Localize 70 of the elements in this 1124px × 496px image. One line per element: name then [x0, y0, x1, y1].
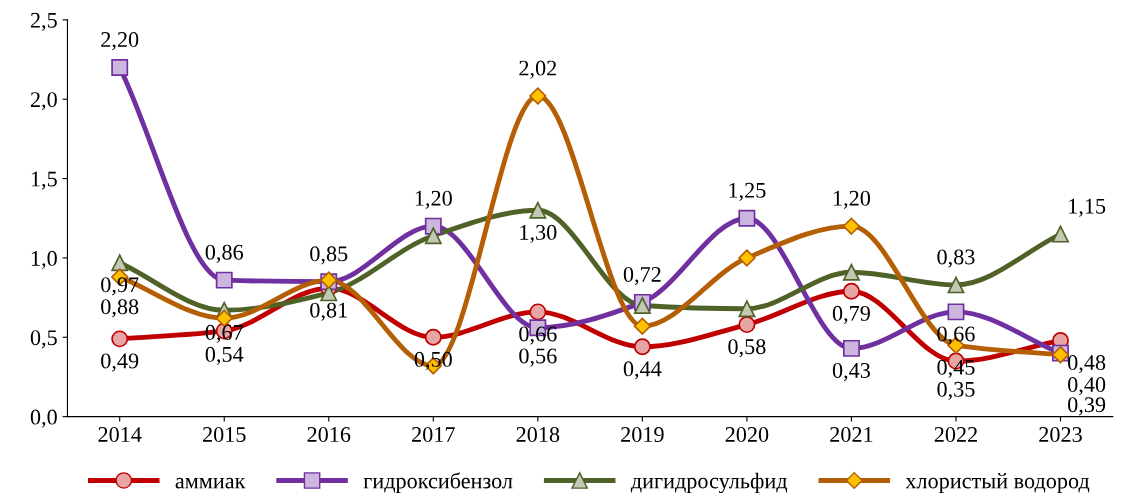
data-label: 0,35	[937, 381, 975, 400]
x-tick-label: 2019	[621, 427, 664, 442]
data-label: 0,88	[101, 299, 139, 318]
data-label: 1,25	[729, 182, 766, 201]
legend-label: дигидросульфид	[630, 472, 788, 494]
y-tick-label: 1,0	[31, 250, 57, 270]
data-label: 0,44	[623, 361, 662, 380]
data-label: 0,72	[623, 266, 661, 286]
data-label: 0,97	[101, 277, 139, 296]
data-label: 2,02	[519, 60, 557, 79]
x-tick-label: 2018	[516, 427, 560, 442]
point	[529, 303, 547, 321]
data-label: 0,56	[519, 348, 557, 367]
point	[947, 276, 965, 294]
point	[738, 209, 756, 227]
legend-label: хлористый водород	[905, 473, 1090, 493]
point	[111, 330, 129, 348]
y-tick-label: 2,0	[30, 92, 57, 111]
point	[738, 316, 756, 334]
point	[738, 300, 756, 318]
data-label: 0,79	[832, 305, 870, 325]
data-label: 0,45	[937, 359, 975, 378]
y-tick-label: 0,0	[30, 409, 57, 428]
x-tick-label: 2014	[98, 427, 142, 442]
x-tick-label: 2023	[1039, 427, 1082, 442]
point	[529, 87, 547, 105]
x-tick-label: 2015	[202, 427, 246, 442]
x-tick-label: 2022	[934, 427, 977, 442]
point	[947, 303, 965, 321]
data-label: 0,39	[1068, 397, 1106, 416]
point	[1052, 225, 1069, 243]
data-label: 0,48	[1068, 355, 1106, 374]
point	[111, 254, 129, 272]
data-label: 1,30	[520, 224, 557, 244]
data-label: 0,83	[937, 249, 975, 268]
data-label: 0,66	[519, 326, 557, 345]
data-label: 2,20	[101, 32, 139, 51]
y-tick-label: 2,5	[30, 12, 57, 31]
data-label: 1,20	[833, 190, 871, 209]
point	[633, 338, 651, 356]
point	[842, 263, 860, 281]
point	[424, 227, 442, 245]
y-tick-label: 0,5	[30, 330, 57, 349]
y-tick-label: 1,5	[31, 171, 57, 190]
point	[738, 249, 756, 267]
data-label: 0,58	[728, 339, 766, 358]
data-label: 0,49	[101, 353, 139, 372]
data-label: 0,85	[310, 246, 348, 265]
point	[529, 201, 547, 219]
point	[424, 328, 442, 346]
point	[215, 271, 233, 289]
data-label: 0,86	[205, 244, 244, 263]
data-label: 1,15	[1069, 198, 1106, 217]
legend-label: аммиак	[175, 477, 246, 489]
x-tick-label: 2016	[307, 427, 351, 442]
legend-label: гидроксибензол	[363, 472, 513, 493]
data-label: 1,20	[415, 190, 452, 209]
data-label: 0,43	[832, 362, 871, 382]
point	[633, 297, 651, 315]
point	[842, 217, 861, 235]
x-tick-label: 2021	[830, 427, 873, 442]
x-tick-label: 2017	[412, 427, 455, 442]
point	[111, 58, 129, 76]
point	[842, 339, 860, 357]
data-label: 0,40	[1068, 377, 1106, 396]
x-tick-label: 2020	[725, 427, 769, 442]
data-label: 0,54	[205, 346, 244, 366]
data-label: 0,81	[310, 302, 347, 321]
point	[842, 282, 860, 300]
point	[633, 317, 652, 335]
